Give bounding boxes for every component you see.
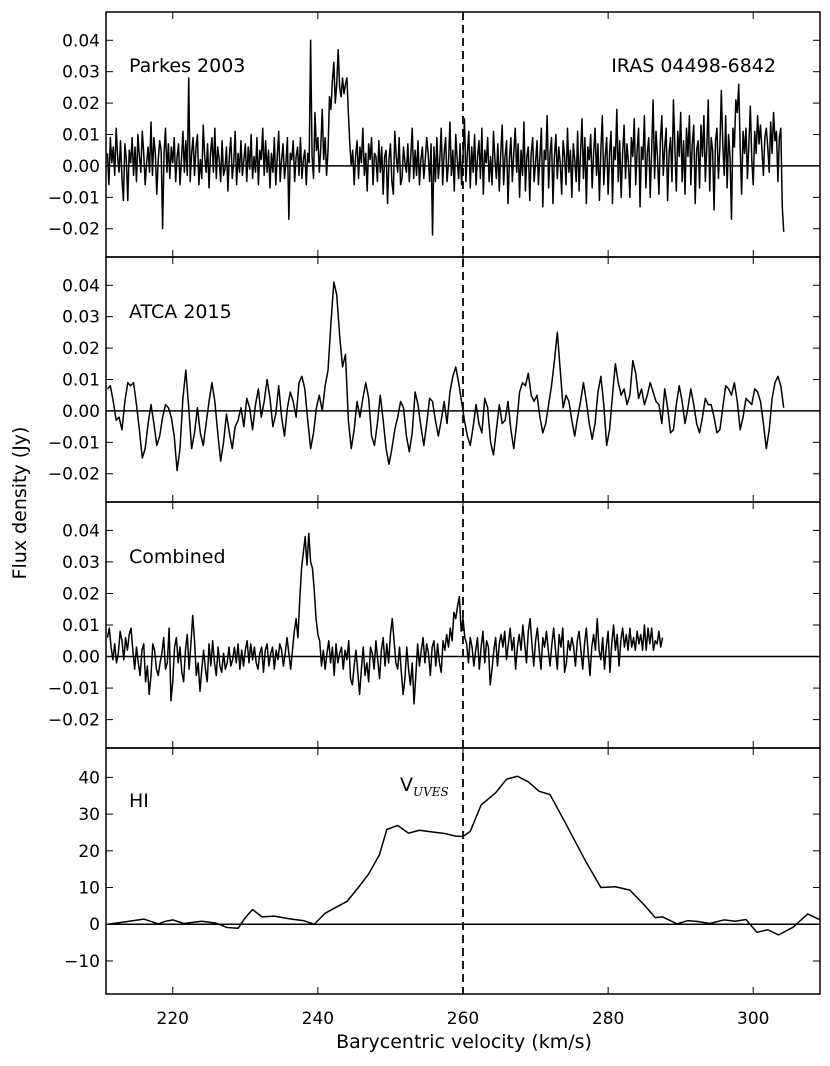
- panel-3: −0.02 −0.01 0.00 0.01 0.02 0.03 0.04 Combined: [48, 501, 821, 749]
- panel-3-ytick-label: 0.03: [62, 553, 100, 573]
- y-axis-title: Flux density (Jy): [9, 427, 31, 580]
- panel-1-ytick-label: 0.00: [62, 157, 100, 177]
- vuves-label: VUVES: [400, 774, 449, 799]
- panel-1-annotation: IRAS 04498-6842: [611, 55, 776, 77]
- panel-2-ytick-label: −0.01: [48, 433, 100, 453]
- panel-2-ytick-label: 0.02: [62, 339, 100, 359]
- xtick-label: 300: [737, 1009, 769, 1029]
- panel-1-ytick-label: 0.04: [62, 31, 100, 51]
- panel-3-label: Combined: [129, 546, 226, 568]
- panel-4-ytick-label: 40: [78, 768, 100, 788]
- panel-4-spectrum-line: [107, 775, 821, 936]
- panel-4-ytick-label: 0: [89, 915, 100, 935]
- panel-4-ytick-label: 10: [78, 879, 100, 899]
- panel-3-ytick-label: 0.01: [62, 616, 100, 636]
- xtick-label: 260: [447, 1009, 479, 1029]
- panel-3-spectrum-line: [106, 532, 664, 705]
- panel-2-ytick-label: −0.02: [48, 465, 100, 485]
- xtick-label: 220: [157, 1009, 189, 1029]
- panel-1: −0.02 −0.01 0.00 0.01 0.02 0.03 0.04 Parkes 200…: [48, 11, 821, 258]
- panel-4-ytick-label: 20: [78, 842, 100, 862]
- xtick-label: 240: [302, 1009, 334, 1029]
- vuves-label-main: V: [400, 774, 413, 796]
- xtick-label: 280: [592, 1009, 624, 1029]
- panels-layer: −0.02 −0.01 0.00 0.01 0.02 0.03 0.04 Parkes 200…: [48, 11, 821, 995]
- x-axis-title: Barycentric velocity (km/s): [336, 1031, 592, 1053]
- panel-2-ytick-label: 0.03: [62, 308, 100, 328]
- panel-2-ytick-label: 0.00: [62, 402, 100, 422]
- panel-4-ytick-label: −10: [64, 952, 100, 972]
- panel-3-ytick-label: −0.01: [48, 679, 100, 699]
- panel-1-ytick-label: −0.02: [48, 220, 100, 240]
- panel-1-ytick-label: 0.03: [62, 63, 100, 83]
- panel-3-ytick-label: −0.02: [48, 711, 100, 731]
- panel-1-label: Parkes 2003: [129, 55, 245, 77]
- vuves-label-subscript: UVES: [413, 785, 449, 799]
- panel-1-ytick-label: 0.02: [62, 94, 100, 114]
- overlay-layer: 220 240 260 280 300 VUVES: [157, 12, 769, 1029]
- panel-1-spectrum-line: [106, 39, 785, 236]
- panel-2: −0.02 −0.01 0.00 0.01 0.02 0.03 0.04 ATCA 2015: [48, 256, 821, 503]
- panel-2-ytick-label: 0.04: [62, 276, 100, 296]
- panel-4-label: HI: [129, 790, 149, 812]
- panel-2-ytick-label: 0.01: [62, 371, 100, 391]
- panel-1-ytick-label: 0.01: [62, 126, 100, 146]
- panel-3-ytick-label: 0.00: [62, 648, 100, 668]
- panel-3-ytick-label: 0.04: [62, 521, 100, 541]
- panel-2-label: ATCA 2015: [129, 301, 232, 323]
- panel-3-ytick-label: 0.02: [62, 584, 100, 604]
- panel-2-spectrum-line: [106, 281, 785, 472]
- panel-4-ytick-label: 30: [78, 805, 100, 825]
- panel-1-ytick-label: −0.01: [48, 188, 100, 208]
